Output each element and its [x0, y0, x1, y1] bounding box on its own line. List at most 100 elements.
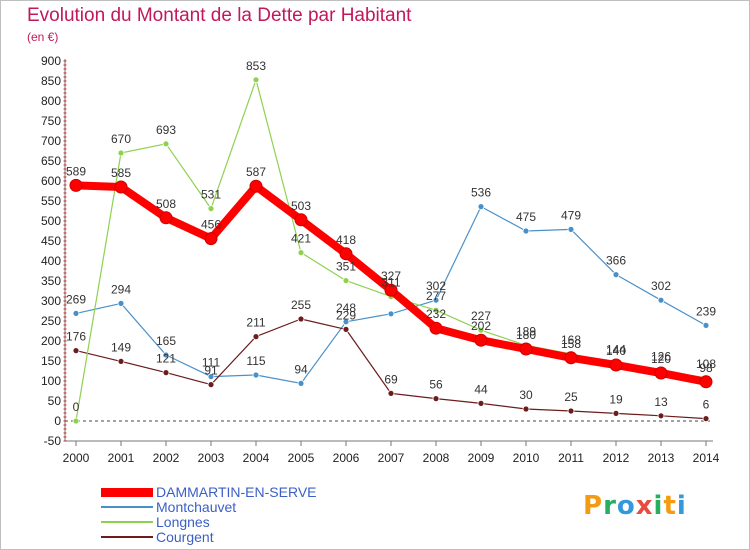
data-point-longnes — [252, 76, 260, 84]
logo-letter: i — [653, 491, 664, 521]
y-tick-label: 200 — [41, 334, 61, 348]
y-tick-label: 700 — [41, 134, 61, 148]
data-label-longnes: 168 — [561, 333, 581, 347]
data-point-courgent — [432, 395, 440, 403]
x-tick-label: 2000 — [63, 451, 90, 465]
data-label-longnes: 421 — [291, 232, 311, 246]
data-label-dammartin-en-serve: 120 — [651, 352, 671, 366]
data-point-longnes — [207, 205, 215, 213]
data-point-montchauvet — [162, 351, 170, 359]
data-point-dammartin-en-serve — [294, 213, 308, 227]
data-label-dammartin-en-serve: 456 — [201, 218, 221, 232]
data-point-montchauvet — [612, 271, 620, 279]
y-tick-label: 750 — [41, 114, 61, 128]
x-tick-label: 2005 — [288, 451, 315, 465]
data-point-longnes — [117, 149, 125, 157]
data-label-longnes: 126 — [651, 350, 671, 364]
data-label-courgent: 56 — [429, 378, 443, 392]
data-point-courgent — [477, 399, 485, 407]
chart-title: Evolution du Montant de la Dette par Hab… — [27, 5, 412, 26]
y-tick-label: 900 — [41, 54, 61, 68]
data-label-courgent: 25 — [564, 390, 578, 404]
data-point-dammartin-en-serve — [204, 232, 218, 246]
line-chart: -500501001502002503003504004505005506006… — [41, 54, 720, 465]
data-point-montchauvet — [72, 309, 80, 317]
data-point-courgent — [522, 405, 530, 413]
x-tick-label: 2004 — [243, 451, 270, 465]
y-tick-label: -50 — [44, 434, 62, 448]
data-label-dammartin-en-serve: 180 — [516, 328, 536, 342]
data-label-dammartin-en-serve: 232 — [426, 307, 446, 321]
y-tick-label: 800 — [41, 94, 61, 108]
data-point-montchauvet — [297, 379, 305, 387]
data-label-courgent: 255 — [291, 298, 311, 312]
x-tick-label: 2006 — [333, 451, 360, 465]
data-point-dammartin-en-serve — [474, 333, 488, 347]
y-tick-label: 50 — [48, 394, 62, 408]
data-label-longnes: 670 — [111, 132, 131, 146]
data-point-longnes — [477, 326, 485, 334]
legend-swatch — [101, 536, 153, 538]
data-label-longnes: 227 — [471, 309, 491, 323]
data-label-longnes: 189 — [516, 324, 536, 338]
x-tick-label: 2007 — [378, 451, 405, 465]
data-label-montchauvet: 94 — [294, 362, 308, 376]
y-tick-label: 450 — [41, 234, 61, 248]
legend-label: Longnes — [156, 514, 210, 530]
x-tick-label: 2002 — [153, 451, 180, 465]
data-point-longnes — [432, 306, 440, 314]
data-label-dammartin-en-serve: 589 — [66, 164, 86, 178]
data-label-montchauvet: 475 — [516, 210, 536, 224]
data-label-montchauvet: 479 — [561, 208, 581, 222]
data-point-montchauvet — [477, 203, 485, 211]
data-point-courgent — [117, 357, 125, 365]
data-label-montchauvet: 115 — [246, 354, 265, 368]
data-label-courgent: 91 — [204, 364, 218, 378]
data-label-longnes: 277 — [426, 289, 446, 303]
data-label-longnes: 108 — [696, 357, 716, 371]
data-point-courgent — [612, 409, 620, 417]
data-label-courgent: 176 — [66, 330, 86, 344]
data-point-dammartin-en-serve — [699, 375, 713, 389]
legend-swatch — [101, 506, 153, 508]
data-label-longnes: 311 — [381, 276, 400, 290]
data-label-montchauvet: 269 — [66, 292, 86, 306]
data-label-dammartin-en-serve: 202 — [471, 319, 491, 333]
data-point-courgent — [207, 381, 215, 389]
data-label-montchauvet: 302 — [426, 279, 446, 293]
legend-swatch — [101, 521, 153, 523]
data-point-montchauvet — [207, 373, 215, 381]
legend-label: Montchauvet — [156, 499, 237, 515]
y-tick-label: 850 — [41, 74, 61, 88]
x-tick-label: 2012 — [603, 451, 630, 465]
data-label-dammartin-en-serve: 585 — [111, 166, 131, 180]
data-label-longnes: 0 — [73, 400, 80, 414]
y-tick-label: 350 — [41, 274, 61, 288]
data-label-montchauvet: 111 — [202, 356, 221, 370]
y-tick-label: 250 — [41, 314, 61, 328]
data-label-courgent: 229 — [336, 308, 356, 322]
legend-label: DAMMARTIN-EN-SERVE — [156, 484, 317, 500]
data-point-montchauvet — [702, 321, 710, 329]
data-label-courgent: 211 — [246, 316, 265, 330]
y-tick-label: 150 — [41, 354, 61, 368]
data-point-courgent — [162, 369, 170, 377]
data-label-dammartin-en-serve: 503 — [291, 199, 311, 213]
data-label-longnes: 531 — [201, 188, 221, 202]
data-point-dammartin-en-serve — [429, 321, 443, 335]
data-point-courgent — [657, 412, 665, 420]
data-point-montchauvet — [117, 299, 125, 307]
data-point-dammartin-en-serve — [339, 247, 353, 261]
y-tick-label: 550 — [41, 194, 61, 208]
data-point-courgent — [72, 347, 80, 355]
data-point-montchauvet — [522, 227, 530, 235]
y-tick-label: 600 — [41, 174, 61, 188]
data-label-montchauvet: 165 — [156, 334, 176, 348]
data-label-dammartin-en-serve: 98 — [699, 361, 713, 375]
x-tick-label: 2014 — [693, 451, 720, 465]
data-point-montchauvet — [432, 296, 440, 304]
data-point-montchauvet — [342, 318, 350, 326]
y-tick-label: 0 — [54, 414, 61, 428]
y-tick-label: 500 — [41, 214, 61, 228]
